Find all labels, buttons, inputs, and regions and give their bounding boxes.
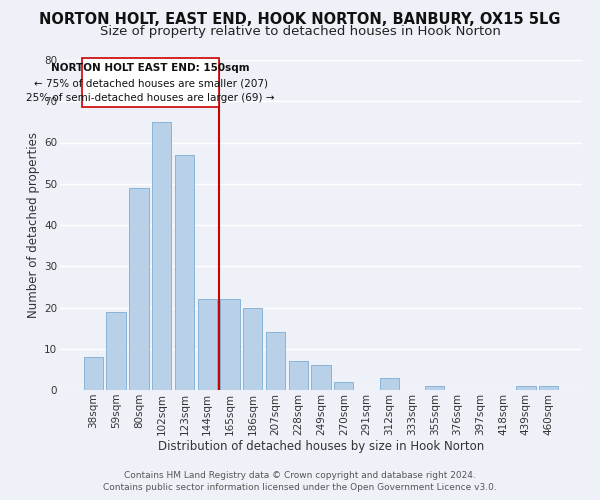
Bar [425,386,445,390]
Bar [266,332,285,390]
Text: Contains HM Land Registry data © Crown copyright and database right 2024.: Contains HM Land Registry data © Crown c… [124,472,476,480]
Bar [220,299,239,390]
Bar [311,365,331,390]
Text: Contains public sector information licensed under the Open Government Licence v3: Contains public sector information licen… [103,482,497,492]
Bar [380,378,399,390]
Text: NORTON HOLT, EAST END, HOOK NORTON, BANBURY, OX15 5LG: NORTON HOLT, EAST END, HOOK NORTON, BANB… [39,12,561,28]
Bar [516,386,536,390]
X-axis label: Distribution of detached houses by size in Hook Norton: Distribution of detached houses by size … [158,440,484,454]
Text: ← 75% of detached houses are smaller (207): ← 75% of detached houses are smaller (20… [34,78,268,88]
Bar [129,188,149,390]
Y-axis label: Number of detached properties: Number of detached properties [27,132,40,318]
Bar [152,122,172,390]
FancyBboxPatch shape [82,58,218,108]
Bar [289,361,308,390]
Text: 25% of semi-detached houses are larger (69) →: 25% of semi-detached houses are larger (… [26,93,275,103]
Bar [197,299,217,390]
Bar [106,312,126,390]
Text: Size of property relative to detached houses in Hook Norton: Size of property relative to detached ho… [100,25,500,38]
Bar [175,155,194,390]
Bar [84,357,103,390]
Text: NORTON HOLT EAST END: 150sqm: NORTON HOLT EAST END: 150sqm [51,63,250,73]
Bar [243,308,262,390]
Bar [334,382,353,390]
Bar [539,386,558,390]
